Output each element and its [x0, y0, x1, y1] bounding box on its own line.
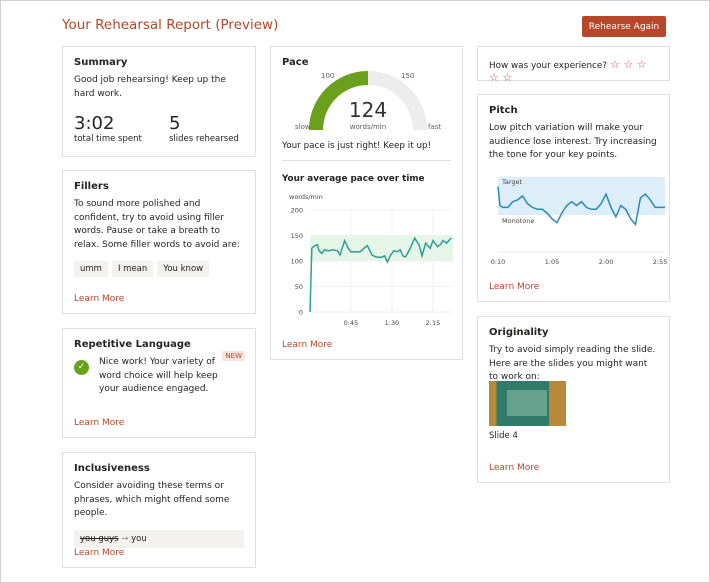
pitch-learn-more-link[interactable]: Learn More	[489, 282, 540, 292]
x-tick-label: 0:10	[491, 258, 506, 266]
originality-text: Try to avoid simply reading the slide. H…	[489, 345, 656, 382]
time-label: total time spent	[74, 134, 142, 144]
gauge-slow-label: slow	[295, 123, 311, 131]
inclusiveness-title: Inclusiveness	[74, 463, 150, 474]
star-icon[interactable]: ☆	[619, 58, 634, 71]
inclusiveness-learn-more-link[interactable]: Learn More	[74, 548, 125, 558]
filler-chip: You know	[157, 261, 210, 277]
pace-learn-more-link[interactable]: Learn More	[282, 340, 333, 350]
pace-line	[309, 236, 452, 313]
pace-gauge: 100 150 slow fast 124 words/min	[295, 71, 441, 131]
repetitive-text: Nice work! Your variety of word choice w…	[99, 357, 218, 394]
avoided-term: you guys	[80, 533, 119, 544]
y-tick-label: 150	[291, 232, 303, 240]
time-stat: 3:02 total time spent	[74, 113, 142, 144]
x-tick-label: 2:00	[599, 258, 614, 266]
gauge-max-label: 150	[401, 72, 414, 80]
y-tick-label: 100	[291, 258, 303, 266]
thumbnail-content	[507, 390, 547, 416]
slide-4-thumbnail[interactable]	[489, 381, 566, 426]
pitch-title: Pitch	[489, 105, 518, 116]
x-tick-label: 1:30	[385, 319, 400, 327]
summary-card: Summary Good job rehearsing! Keep up the…	[62, 46, 256, 157]
y-axis-label: words/min	[289, 193, 323, 201]
gauge-fast-label: fast	[428, 123, 441, 131]
page-title: Your Rehearsal Report (Preview)	[62, 17, 279, 33]
y-tick-label: 50	[295, 283, 303, 291]
summary-text: Good job rehearsing! Keep up the hard wo…	[74, 75, 226, 99]
y-tick-label: 0	[299, 309, 303, 317]
x-tick-label: 2:55	[653, 258, 668, 266]
rehearse-again-button[interactable]: Rehearse Again	[582, 16, 666, 37]
term-suggestion: you guys → you	[74, 529, 244, 548]
gauge-fill	[309, 71, 369, 131]
target-label: Target	[501, 178, 523, 186]
star-icon[interactable]: ☆	[489, 71, 499, 84]
time-value: 3:02	[74, 113, 115, 134]
experience-question: How was your experience?	[489, 61, 607, 71]
slides-label: slides rehearsed	[169, 134, 239, 144]
filler-words: umm I mean You know	[74, 261, 244, 277]
filler-chip: I mean	[111, 261, 154, 277]
target-band	[498, 177, 665, 215]
gauge-min-label: 100	[321, 72, 334, 80]
fillers-card: Fillers To sound more polished and confi…	[62, 170, 256, 314]
star-icon[interactable]: ☆	[498, 71, 513, 84]
star-icon[interactable]: ☆	[610, 58, 620, 71]
x-tick-label: 2:15	[426, 319, 441, 327]
slide-label: Slide 4	[489, 431, 518, 441]
originality-title: Originality	[489, 327, 549, 338]
originality-card: Originality Try to avoid simply reading …	[477, 316, 670, 483]
new-badge: NEW	[222, 351, 245, 361]
fillers-learn-more-link[interactable]: Learn More	[74, 294, 125, 304]
summary-title: Summary	[74, 57, 128, 68]
pitch-text: Low pitch variation will make your audie…	[489, 123, 657, 160]
slides-value: 5	[169, 113, 181, 134]
divider	[282, 160, 451, 161]
x-tick-label: 0:45	[344, 319, 359, 327]
repetitive-title: Repetitive Language	[74, 339, 191, 350]
pace-card: Pace 100 150 slow fast 124 words/min You…	[270, 46, 463, 360]
monotone-label: Monotone	[502, 217, 534, 225]
repetitive-language-card: Repetitive Language NEW ✓ Nice work! You…	[62, 328, 256, 438]
pace-unit: words/min	[350, 123, 386, 131]
star-rating: ☆ ☆ ☆ ☆ ☆	[489, 58, 647, 84]
originality-learn-more-link[interactable]: Learn More	[489, 463, 540, 473]
x-tick-label: 1:05	[545, 258, 560, 266]
check-icon: ✓	[74, 360, 89, 375]
fillers-text: To sound more polished and confident, tr…	[74, 199, 240, 250]
suggested-term: you	[131, 533, 147, 544]
fillers-title: Fillers	[74, 181, 109, 192]
pitch-chart: Target Monotone 0:10 1:05 2:00 2:55	[491, 177, 668, 266]
inclusiveness-text: Consider avoiding these terms or phrases…	[74, 481, 230, 518]
inclusiveness-card: Inclusiveness Consider avoiding these te…	[62, 452, 256, 568]
pace-value: 124	[349, 98, 387, 122]
pace-over-time-chart: words/min 0 50 100 150 200 0:45 1:30 2:15	[289, 193, 453, 327]
pace-chart-title: Your average pace over time	[282, 174, 425, 184]
star-icon[interactable]: ☆	[633, 58, 647, 71]
experience-card: How was your experience? ☆ ☆ ☆ ☆ ☆	[477, 46, 670, 84]
filler-chip: umm	[74, 261, 108, 277]
y-tick-label: 200	[291, 207, 303, 215]
repetitive-learn-more-link[interactable]: Learn More	[74, 418, 125, 428]
pace-message: Your pace is just right! Keep it up!	[282, 141, 432, 151]
pitch-line	[497, 186, 665, 227]
pace-title: Pace	[282, 57, 309, 68]
slides-stat: 5 slides rehearsed	[169, 113, 239, 144]
pitch-card: Pitch Low pitch variation will make your…	[477, 94, 670, 302]
arrow-right-icon: →	[121, 533, 132, 544]
